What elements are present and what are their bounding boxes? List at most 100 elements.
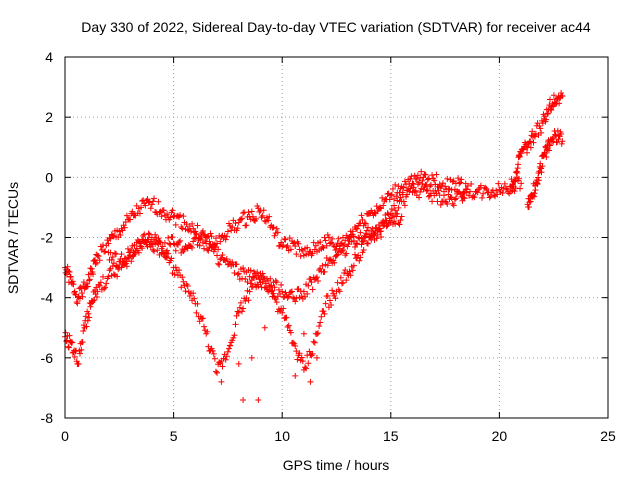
track-b-point xyxy=(270,290,277,297)
track-b-point xyxy=(347,272,354,279)
x-tick-label: 15 xyxy=(383,428,399,444)
track-b-point xyxy=(199,315,206,322)
track-a-point xyxy=(287,246,294,253)
track-a-point xyxy=(279,243,286,250)
track-b-point xyxy=(378,234,385,241)
track-c-point xyxy=(319,262,326,269)
track-a-point xyxy=(66,269,73,276)
track-b-point xyxy=(103,280,110,287)
track-b-point xyxy=(79,339,86,346)
track-b-point xyxy=(318,313,325,320)
track-b-point xyxy=(97,279,104,286)
track-c-point xyxy=(317,265,324,272)
track-b-point xyxy=(194,300,201,307)
track-c-point xyxy=(242,275,249,282)
track-a-point xyxy=(258,214,265,221)
track-a-point xyxy=(480,190,487,197)
track-a-point xyxy=(379,194,386,201)
track-b-point xyxy=(397,194,404,201)
track-a-point xyxy=(490,192,497,199)
track-b-point xyxy=(283,314,290,321)
tail-high-point xyxy=(507,188,514,195)
track-a-point xyxy=(464,182,471,189)
track-a-point xyxy=(169,207,176,214)
scatter-dip-point xyxy=(240,396,247,403)
track-a-point xyxy=(501,180,508,187)
track-b-point xyxy=(69,339,76,346)
track-b-point xyxy=(416,194,423,201)
tail-high-point xyxy=(530,139,537,146)
tail-high-point xyxy=(550,92,557,99)
track-c-point xyxy=(273,279,280,286)
track-c-point xyxy=(350,237,357,244)
track-c-point xyxy=(240,265,247,272)
track-b-point xyxy=(245,297,252,304)
track-c-point xyxy=(114,263,121,270)
track-a-point xyxy=(457,179,464,186)
track-b-point xyxy=(404,191,411,198)
track-a-point xyxy=(105,240,112,247)
track-b-point xyxy=(219,363,226,370)
scatter-dip-point xyxy=(235,360,242,367)
track-a-point xyxy=(273,225,280,232)
track-c-point xyxy=(149,246,156,253)
track-a-point xyxy=(486,194,493,201)
track-c-point xyxy=(244,279,251,286)
track-b-point xyxy=(388,205,395,212)
track-b-point xyxy=(285,322,292,329)
tail-mid-point xyxy=(554,127,561,134)
track-b-point xyxy=(233,312,240,319)
track-a-point xyxy=(293,251,300,258)
track-a-point xyxy=(86,276,93,283)
track-c-point xyxy=(159,243,166,250)
track-c-point xyxy=(161,239,168,246)
track-c-point xyxy=(259,278,266,285)
track-a-point xyxy=(106,234,113,241)
track-a-point xyxy=(180,213,187,220)
track-a-point xyxy=(304,244,311,251)
track-a-point xyxy=(499,189,506,196)
track-b-point xyxy=(65,343,72,350)
track-c-point xyxy=(255,283,262,290)
track-b-point xyxy=(350,262,357,269)
track-b-point xyxy=(84,317,91,324)
track-b-point xyxy=(462,186,469,193)
track-b-point xyxy=(106,267,113,274)
track-a-point xyxy=(283,244,290,251)
track-a-point xyxy=(167,214,174,221)
track-b-point xyxy=(141,231,148,238)
track-b-point xyxy=(230,334,237,341)
track-b-point xyxy=(332,295,339,302)
track-b-point xyxy=(296,350,303,357)
track-a-point xyxy=(389,185,396,192)
tick-labels: 0 5 10 15 20 25 -8 -6 -4 -2 0 2 4 xyxy=(41,49,616,444)
track-b-point xyxy=(223,353,230,360)
track-a-point xyxy=(102,248,109,255)
track-b-point xyxy=(395,204,402,211)
track-b-point xyxy=(205,343,212,350)
track-c-point xyxy=(219,252,226,259)
track-b-point xyxy=(457,190,464,197)
tail-high-point xyxy=(543,116,550,123)
tail-high-point xyxy=(509,181,516,188)
tail-high-point xyxy=(527,144,534,151)
tail-mid-point xyxy=(552,132,559,139)
track-c-point xyxy=(196,242,203,249)
track-c-point xyxy=(376,225,383,232)
track-a-point xyxy=(204,233,211,240)
track-c-point xyxy=(169,234,176,241)
track-b-point xyxy=(306,348,313,355)
track-c-point xyxy=(223,255,230,262)
track-b-point xyxy=(340,279,347,286)
track-a-point xyxy=(482,184,489,191)
track-c-point xyxy=(123,258,130,265)
track-a-point xyxy=(380,202,387,209)
track-c-point xyxy=(216,261,223,268)
track-b-point xyxy=(204,328,211,335)
track-c-point xyxy=(267,275,274,282)
track-b-point xyxy=(93,293,100,300)
track-c-point xyxy=(164,247,171,254)
x-tick-label: 0 xyxy=(61,428,69,444)
tail-high-point xyxy=(529,128,536,135)
